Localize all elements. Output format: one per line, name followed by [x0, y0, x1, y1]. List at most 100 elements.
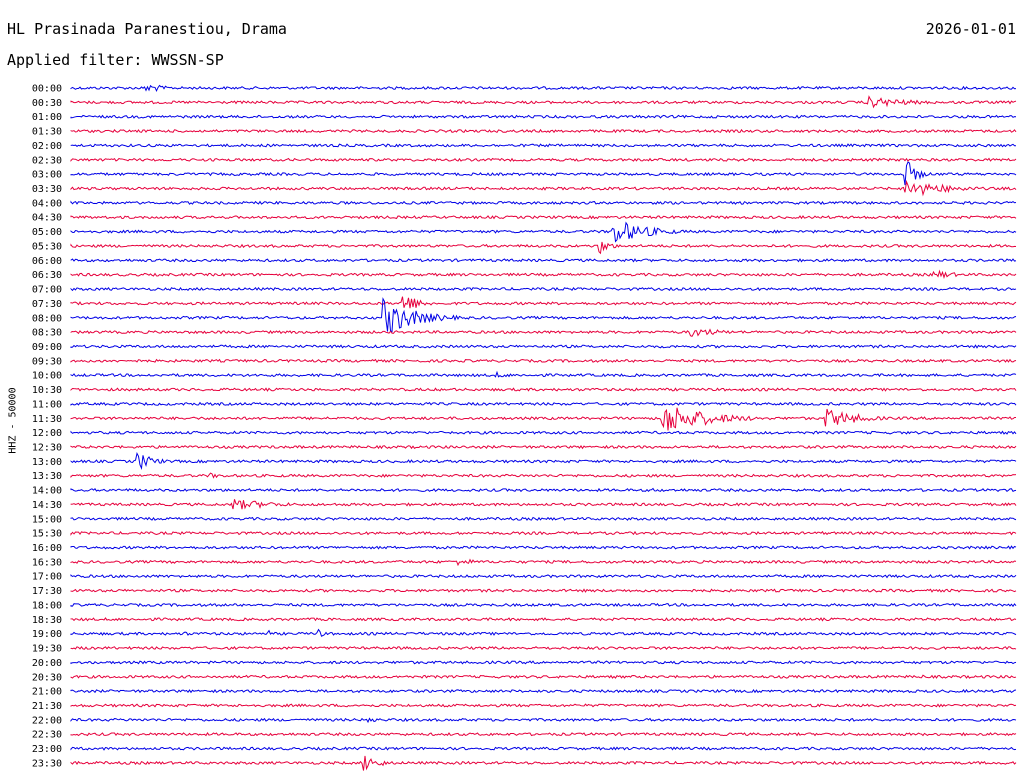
trace-row — [70, 128, 1017, 134]
time-label: 17:00 — [32, 572, 62, 583]
trace-row — [70, 95, 1017, 109]
trace-row — [70, 688, 1017, 694]
time-label: 04:30 — [32, 213, 62, 224]
trace-row — [70, 387, 1017, 392]
time-label: 13:00 — [32, 457, 62, 468]
trace-row — [70, 487, 1017, 493]
time-label: 21:30 — [32, 701, 62, 712]
time-label: 22:30 — [32, 730, 62, 741]
trace-row — [70, 444, 1017, 450]
trace-row — [70, 114, 1017, 119]
trace-row — [70, 221, 1017, 243]
time-label: 05:30 — [32, 241, 62, 252]
trace-row — [70, 628, 1017, 637]
time-label: 11:30 — [32, 414, 62, 425]
time-label: 17:30 — [32, 586, 62, 597]
trace-row — [70, 755, 1017, 771]
time-label: 06:30 — [32, 270, 62, 281]
trace-row — [70, 286, 1017, 292]
time-label: 18:30 — [32, 615, 62, 626]
time-label: 10:00 — [32, 371, 62, 382]
trace-row — [70, 588, 1017, 593]
trace-row — [70, 558, 1017, 567]
time-label: 00:30 — [32, 98, 62, 109]
time-label: 20:00 — [32, 658, 62, 669]
time-label: 07:00 — [32, 285, 62, 296]
time-label: 01:30 — [32, 127, 62, 138]
trace-row — [70, 430, 1017, 435]
time-label: 12:00 — [32, 428, 62, 439]
time-label: 04:00 — [32, 198, 62, 209]
trace-row — [70, 746, 1017, 751]
trace-row — [70, 717, 1017, 724]
time-label: 18:00 — [32, 600, 62, 611]
time-label: 08:30 — [32, 328, 62, 339]
time-label: 09:30 — [32, 356, 62, 367]
trace-row — [70, 472, 1017, 479]
time-label: 07:30 — [32, 299, 62, 310]
trace-row — [70, 602, 1017, 608]
time-label: 15:00 — [32, 514, 62, 525]
time-label: 00:00 — [32, 84, 62, 95]
trace-row — [70, 645, 1017, 651]
time-label: 14:00 — [32, 486, 62, 497]
trace-group — [70, 84, 1017, 771]
time-label: 19:30 — [32, 644, 62, 655]
trace-row — [70, 143, 1017, 148]
trace-row — [70, 84, 1017, 93]
trace-row — [70, 269, 1017, 279]
trace-row — [70, 674, 1017, 679]
time-label: 12:30 — [32, 443, 62, 454]
trace-row — [70, 215, 1017, 220]
time-label: 23:00 — [32, 744, 62, 755]
trace-row — [70, 157, 1017, 162]
time-label: 21:00 — [32, 687, 62, 698]
trace-row — [70, 516, 1017, 521]
time-label: 20:30 — [32, 672, 62, 683]
trace-row — [70, 358, 1017, 363]
time-label: 16:30 — [32, 557, 62, 568]
time-label: 03:00 — [32, 170, 62, 181]
date-label: 2026-01-01 — [925, 20, 1016, 38]
trace-row — [70, 574, 1017, 579]
trace-row — [70, 499, 1017, 510]
time-label: 14:30 — [32, 500, 62, 511]
time-label: 10:30 — [32, 385, 62, 396]
time-label: 15:30 — [32, 529, 62, 540]
trace-row — [70, 407, 1017, 431]
time-label: 03:30 — [32, 184, 62, 195]
time-label: 19:00 — [32, 629, 62, 640]
trace-row — [70, 258, 1017, 263]
filter-label: Applied filter: WWSSN-SP — [7, 51, 224, 69]
trace-row — [70, 530, 1017, 536]
time-label: 11:00 — [32, 399, 62, 410]
trace-row — [70, 200, 1017, 206]
trace-row — [70, 452, 1017, 471]
trace-row — [70, 660, 1017, 665]
trace-row — [70, 731, 1017, 737]
trace-row — [70, 296, 1017, 309]
time-label: 02:00 — [32, 141, 62, 152]
time-label: 09:00 — [32, 342, 62, 353]
trace-row — [70, 401, 1017, 407]
trace-row — [70, 545, 1017, 550]
time-label: 16:00 — [32, 543, 62, 554]
trace-row — [70, 344, 1017, 349]
time-label-group: 00:00 00:30 01:00 01:30 02:00 02:30 03:00 03:30… — [32, 84, 62, 770]
time-label: 08:00 — [32, 313, 62, 324]
trace-row — [70, 617, 1017, 622]
trace-row — [70, 328, 1017, 337]
trace-row — [70, 179, 1017, 197]
time-label: 13:30 — [32, 471, 62, 482]
time-label: 02:30 — [32, 155, 62, 166]
trace-row — [70, 161, 1017, 186]
trace-row — [70, 370, 1017, 378]
trace-row — [70, 241, 1017, 255]
time-label: 22:00 — [32, 715, 62, 726]
time-label: 05:00 — [32, 227, 62, 238]
time-label: 01:00 — [32, 112, 62, 123]
time-label: 23:30 — [32, 758, 62, 769]
trace-row — [70, 297, 1017, 333]
trace-row — [70, 703, 1017, 708]
